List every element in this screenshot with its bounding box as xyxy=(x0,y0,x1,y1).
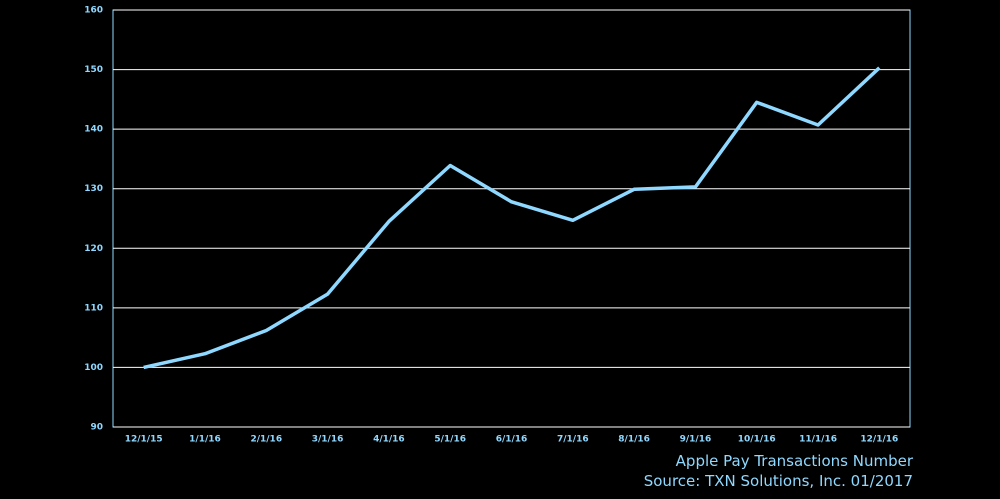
x-tick-label: 12/1/15 xyxy=(125,435,163,445)
chart-title: Apple Pay Transactions Number xyxy=(676,452,914,470)
y-tick-label: 90 xyxy=(90,423,103,433)
x-tick-label: 4/1/16 xyxy=(373,435,405,445)
x-tick-label: 11/1/16 xyxy=(799,435,837,445)
y-tick-label: 120 xyxy=(84,244,103,254)
y-tick-label: 140 xyxy=(84,125,103,135)
y-tick-label: 110 xyxy=(84,303,103,313)
y-tick-label: 100 xyxy=(84,363,103,373)
chart-source: Source: TXN Solutions, Inc. 01/2017 xyxy=(644,472,913,490)
y-tick-label: 130 xyxy=(84,184,103,194)
x-tick-label: 7/1/16 xyxy=(557,435,589,445)
x-tick-label: 9/1/16 xyxy=(680,435,712,445)
x-tick-label: 2/1/16 xyxy=(250,435,282,445)
x-tick-label: 1/1/16 xyxy=(189,435,221,445)
x-tick-label: 10/1/16 xyxy=(738,435,776,445)
y-tick-label: 150 xyxy=(84,65,103,75)
x-tick-label: 5/1/16 xyxy=(434,435,466,445)
plot-frame xyxy=(112,9,911,428)
y-tick-label: 160 xyxy=(84,6,103,16)
x-tick-label: 6/1/16 xyxy=(496,435,528,445)
x-tick-label: 12/1/16 xyxy=(860,435,898,445)
x-tick-label: 8/1/16 xyxy=(618,435,650,445)
data-line xyxy=(143,66,881,370)
x-tick-label: 3/1/16 xyxy=(312,435,344,445)
